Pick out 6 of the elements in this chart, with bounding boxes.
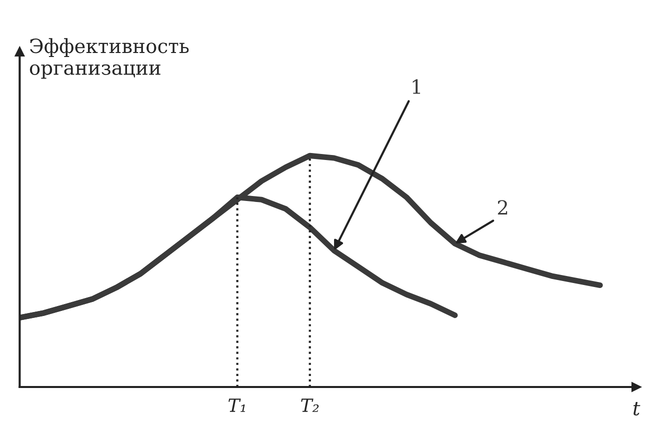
- y-axis-title: Эффективность организации: [30, 38, 189, 79]
- text: 1: [412, 79, 420, 94]
- x-tick-label: T₁: [228, 398, 245, 412]
- text: 2: [498, 200, 508, 215]
- x-axis-title: t: [633, 402, 640, 416]
- x-tick-label: T₂: [301, 398, 319, 412]
